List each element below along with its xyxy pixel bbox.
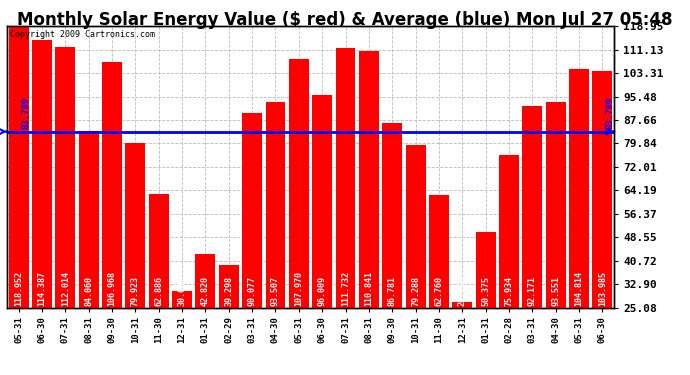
- Bar: [475, 232, 495, 308]
- Text: 96.009: 96.009: [317, 276, 326, 306]
- Text: 42.820: 42.820: [201, 276, 210, 306]
- Text: 106.968: 106.968: [108, 271, 117, 306]
- Text: 50.375: 50.375: [481, 276, 490, 306]
- Bar: [126, 143, 146, 308]
- Bar: [569, 69, 589, 308]
- Text: 86.781: 86.781: [388, 276, 397, 306]
- Bar: [499, 155, 519, 308]
- Text: 39.298: 39.298: [224, 276, 233, 306]
- Text: Monthly Solar Energy Value ($ red) & Average (blue) Mon Jul 27 05:48: Monthly Solar Energy Value ($ red) & Ave…: [17, 11, 673, 29]
- Text: 118.952: 118.952: [14, 271, 23, 306]
- Bar: [359, 51, 379, 308]
- Bar: [406, 145, 426, 308]
- Bar: [195, 254, 215, 308]
- Text: 104.814: 104.814: [575, 271, 584, 306]
- Bar: [9, 26, 28, 308]
- Text: 92.171: 92.171: [528, 276, 537, 306]
- Text: 110.841: 110.841: [364, 271, 373, 306]
- Bar: [242, 113, 262, 308]
- Text: 79.288: 79.288: [411, 276, 420, 306]
- Text: 112.014: 112.014: [61, 271, 70, 306]
- Bar: [79, 131, 99, 308]
- Bar: [429, 195, 449, 308]
- Text: 90.077: 90.077: [248, 276, 257, 306]
- Bar: [102, 62, 122, 308]
- Bar: [149, 194, 168, 308]
- Bar: [219, 265, 239, 308]
- Bar: [382, 123, 402, 308]
- Text: 79.923: 79.923: [131, 276, 140, 306]
- Bar: [335, 48, 355, 308]
- Bar: [32, 40, 52, 308]
- Bar: [546, 102, 566, 308]
- Text: 75.934: 75.934: [504, 276, 513, 306]
- Bar: [453, 302, 472, 307]
- Text: 83.789: 83.789: [605, 96, 614, 129]
- Text: 114.387: 114.387: [37, 271, 46, 306]
- Text: 111.732: 111.732: [341, 271, 350, 306]
- Text: 26.918: 26.918: [457, 276, 467, 306]
- Bar: [55, 47, 75, 308]
- Text: 103.985: 103.985: [598, 271, 607, 306]
- Text: 62.760: 62.760: [435, 276, 444, 306]
- Text: 93.507: 93.507: [271, 276, 280, 306]
- Bar: [266, 102, 286, 308]
- Text: 83.789: 83.789: [21, 96, 30, 129]
- Bar: [172, 291, 192, 308]
- Text: Copyright 2009 Cartronics.com: Copyright 2009 Cartronics.com: [10, 30, 155, 39]
- Text: 84.060: 84.060: [84, 276, 93, 306]
- Text: 93.551: 93.551: [551, 276, 560, 306]
- Text: 107.970: 107.970: [295, 271, 304, 306]
- Text: 62.886: 62.886: [154, 276, 164, 306]
- Bar: [313, 95, 332, 308]
- Text: 30.601: 30.601: [177, 276, 186, 306]
- Bar: [593, 71, 612, 308]
- Bar: [522, 106, 542, 308]
- Bar: [289, 59, 308, 308]
